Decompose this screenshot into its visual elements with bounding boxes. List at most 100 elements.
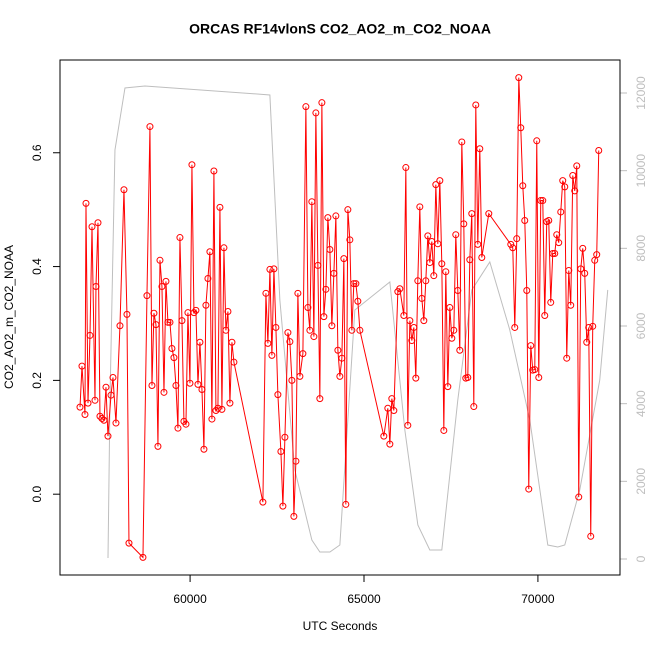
y-axis-label: CO2_AO2_m_CO2_NOAA (2, 245, 16, 389)
data-point (456, 346, 464, 354)
data-point (350, 280, 358, 288)
data-point (380, 432, 388, 440)
data-point (102, 383, 110, 391)
data-point (92, 282, 100, 290)
data-point (264, 339, 272, 347)
data-point (527, 342, 535, 350)
data-point (472, 101, 480, 109)
data-point (270, 265, 278, 273)
data-point (513, 235, 521, 243)
y-tick-label: 0.2 (30, 372, 44, 389)
data-point (464, 374, 472, 382)
data-point (567, 301, 575, 309)
data-point (549, 249, 557, 257)
data-point (176, 234, 184, 242)
data-point (485, 210, 493, 218)
y2-tick-label: 10000 (634, 154, 648, 188)
data-point (186, 379, 194, 387)
data-point (204, 275, 212, 283)
data-point (318, 99, 326, 107)
data-point (531, 366, 539, 374)
data-point (310, 333, 318, 341)
data-point (224, 308, 232, 316)
data-point (408, 337, 416, 345)
data-point (466, 256, 474, 264)
y2-tick-label: 2000 (634, 468, 648, 495)
data-point (338, 354, 346, 362)
data-point (583, 338, 591, 346)
data-point (107, 391, 115, 399)
data-point (82, 199, 90, 207)
data-point (292, 457, 300, 465)
data-point (424, 232, 432, 240)
x-tick-label: 60000 (173, 592, 207, 606)
data-point (434, 240, 442, 248)
data-point (188, 161, 196, 169)
data-point (168, 345, 176, 353)
data-point (146, 123, 154, 131)
data-point (154, 442, 162, 450)
y-tick-label: 0.4 (30, 258, 44, 275)
data-point (172, 382, 180, 390)
data-point (308, 198, 316, 206)
data-point (547, 298, 555, 306)
data-point (299, 350, 307, 358)
data-point (286, 338, 294, 346)
data-point (81, 411, 89, 419)
data-point (422, 277, 430, 285)
data-point (262, 289, 270, 297)
data-point (446, 304, 454, 312)
data-point (585, 323, 593, 331)
data-point (436, 177, 444, 185)
x-axis-label: UTC Seconds (303, 619, 378, 633)
data-point (468, 210, 476, 218)
data-point (432, 181, 440, 189)
data-point (324, 214, 332, 222)
y2-tick-label: 12000 (634, 76, 648, 110)
data-point (84, 399, 92, 407)
data-point (539, 197, 547, 205)
data-point (91, 396, 99, 404)
data-point (139, 553, 147, 561)
data-point (277, 448, 285, 456)
data-point (120, 186, 128, 194)
data-point (438, 260, 446, 268)
x-tick-label: 65000 (347, 592, 381, 606)
data-point (290, 512, 298, 520)
data-point (312, 109, 320, 117)
data-point (537, 197, 545, 205)
data-point (160, 388, 168, 396)
data-point (228, 338, 236, 346)
data-point (352, 280, 360, 288)
plot-frame (59, 59, 621, 576)
data-point (104, 432, 112, 440)
data-point (304, 304, 312, 312)
data-point (519, 182, 527, 190)
data-point (511, 323, 519, 331)
data-point (593, 251, 601, 259)
data-point (402, 164, 410, 172)
data-point (440, 426, 448, 434)
data-point (98, 415, 106, 423)
data-point (78, 362, 86, 370)
data-point (216, 203, 224, 211)
data-point (86, 331, 94, 339)
data-point (322, 285, 330, 293)
data-point (266, 265, 274, 273)
data-point (430, 272, 438, 280)
data-point (348, 326, 356, 334)
data-point (152, 321, 160, 329)
data-point (346, 236, 354, 244)
data-point (517, 124, 525, 132)
data-point (109, 374, 117, 382)
chart-title: ORCAS RF14vlonS CO2_AO2_m_CO2_NOAA (189, 21, 491, 37)
data-point (162, 277, 170, 285)
data-point (563, 354, 571, 362)
data-point (356, 326, 364, 334)
data-point (210, 167, 218, 175)
data-point (565, 267, 573, 275)
data-point (288, 376, 296, 384)
data-point (571, 187, 579, 195)
data-point (390, 407, 398, 415)
data-point (284, 329, 292, 337)
